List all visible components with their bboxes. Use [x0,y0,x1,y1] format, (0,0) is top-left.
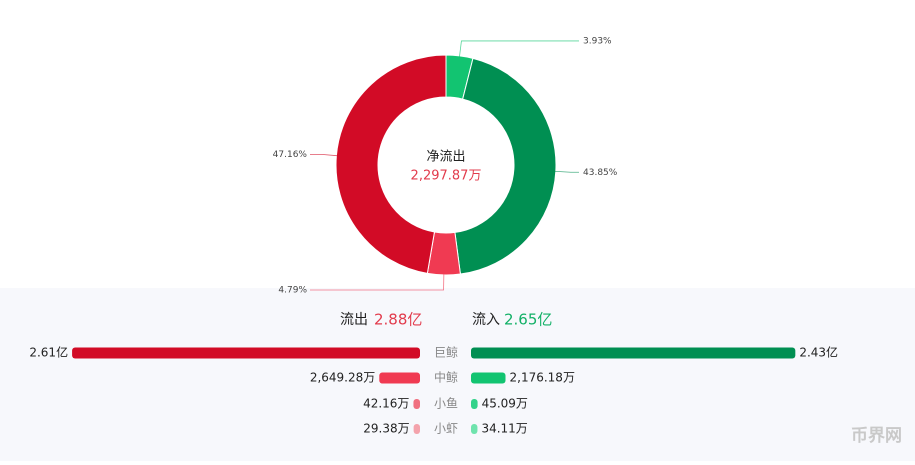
donut-slice [335,54,447,274]
leader-line [310,153,339,157]
row-name: 巨鲸 [434,345,458,360]
inflow-bar [471,399,478,409]
slice-label: 47.16% [273,150,308,160]
inflow-total: 2.65亿 [504,311,552,329]
donut-slice [454,57,557,275]
inflow-bar [471,424,478,434]
inflow-value: 34.11万 [481,422,527,436]
outflow-value: 29.38万 [363,422,409,436]
outflow-value: 42.16万 [363,397,409,411]
leader-line [458,40,579,58]
row-name: 小鱼 [434,397,458,411]
slice-label: 43.85% [583,168,618,178]
inflow-value: 45.09万 [482,397,528,411]
outflow-value: 2,649.28万 [310,371,375,385]
slice-label: 3.93% [583,36,612,46]
slice-label: 4.79% [278,285,307,295]
watermark: 币界网 [851,426,902,446]
leader-line [553,170,579,173]
inflow-value: 2,176.18万 [510,371,575,385]
row-name: 小虾 [434,422,458,436]
outflow-value: 2.61亿 [29,345,68,360]
outflow-total: 2.88亿 [374,311,422,329]
outflow-bar [413,424,420,434]
flow-panel [0,288,915,461]
outflow-bar [379,372,420,384]
inflow-label: 流入 [472,312,500,328]
outflow-bar [72,347,420,359]
center-value: 2,297.87万 [411,169,482,184]
row-name: 中鲸 [434,370,458,385]
center-title: 净流出 [426,150,465,165]
leader-line [310,272,445,291]
inflow-value: 2.43亿 [799,345,838,360]
inflow-bar [471,372,506,384]
inflow-bar [471,347,796,359]
outflow-label: 流出 [340,312,368,328]
outflow-bar [413,399,420,409]
